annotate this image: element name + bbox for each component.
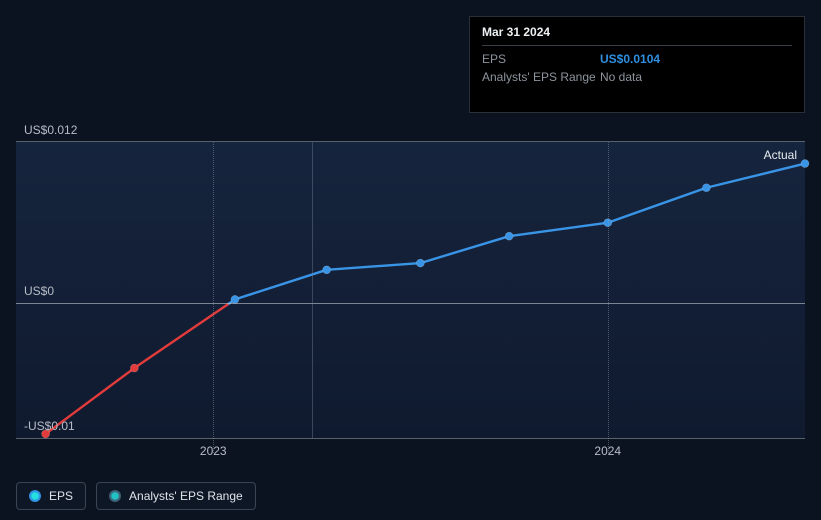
x-gridline	[213, 142, 214, 453]
hover-line	[312, 142, 313, 438]
tooltip-divider	[482, 45, 792, 46]
tooltip-value: No data	[600, 68, 642, 86]
tooltip-row-eps: EPS US$0.0104	[482, 50, 792, 68]
legend: EPS Analysts' EPS Range	[16, 482, 256, 510]
x-axis-label: 2024	[594, 444, 621, 458]
legend-label: EPS	[49, 489, 73, 503]
y-axis-label: US$0	[24, 284, 54, 298]
legend-item-eps[interactable]: EPS	[16, 482, 86, 510]
range-swatch-icon	[109, 490, 121, 502]
tooltip-key: EPS	[482, 50, 600, 68]
plot-area[interactable]: Actual	[16, 142, 805, 438]
x-axis-label: 2023	[200, 444, 227, 458]
chart-svg	[16, 142, 805, 438]
legend-item-range[interactable]: Analysts' EPS Range	[96, 482, 256, 510]
x-gridline	[608, 142, 609, 453]
eps-chart: Mar 31 2024 EPS US$0.0104 Analysts' EPS …	[0, 0, 821, 520]
eps-swatch-icon	[29, 490, 41, 502]
legend-label: Analysts' EPS Range	[129, 489, 243, 503]
zero-gridline	[16, 303, 805, 304]
y-axis-label: US$0.012	[24, 123, 77, 137]
tooltip-key: Analysts' EPS Range	[482, 68, 600, 86]
y-axis-label: -US$0.01	[24, 419, 75, 433]
tooltip-value: US$0.0104	[600, 50, 660, 68]
chart-tooltip: Mar 31 2024 EPS US$0.0104 Analysts' EPS …	[469, 16, 805, 113]
tooltip-row-range: Analysts' EPS Range No data	[482, 68, 792, 86]
tooltip-date: Mar 31 2024	[482, 25, 792, 43]
